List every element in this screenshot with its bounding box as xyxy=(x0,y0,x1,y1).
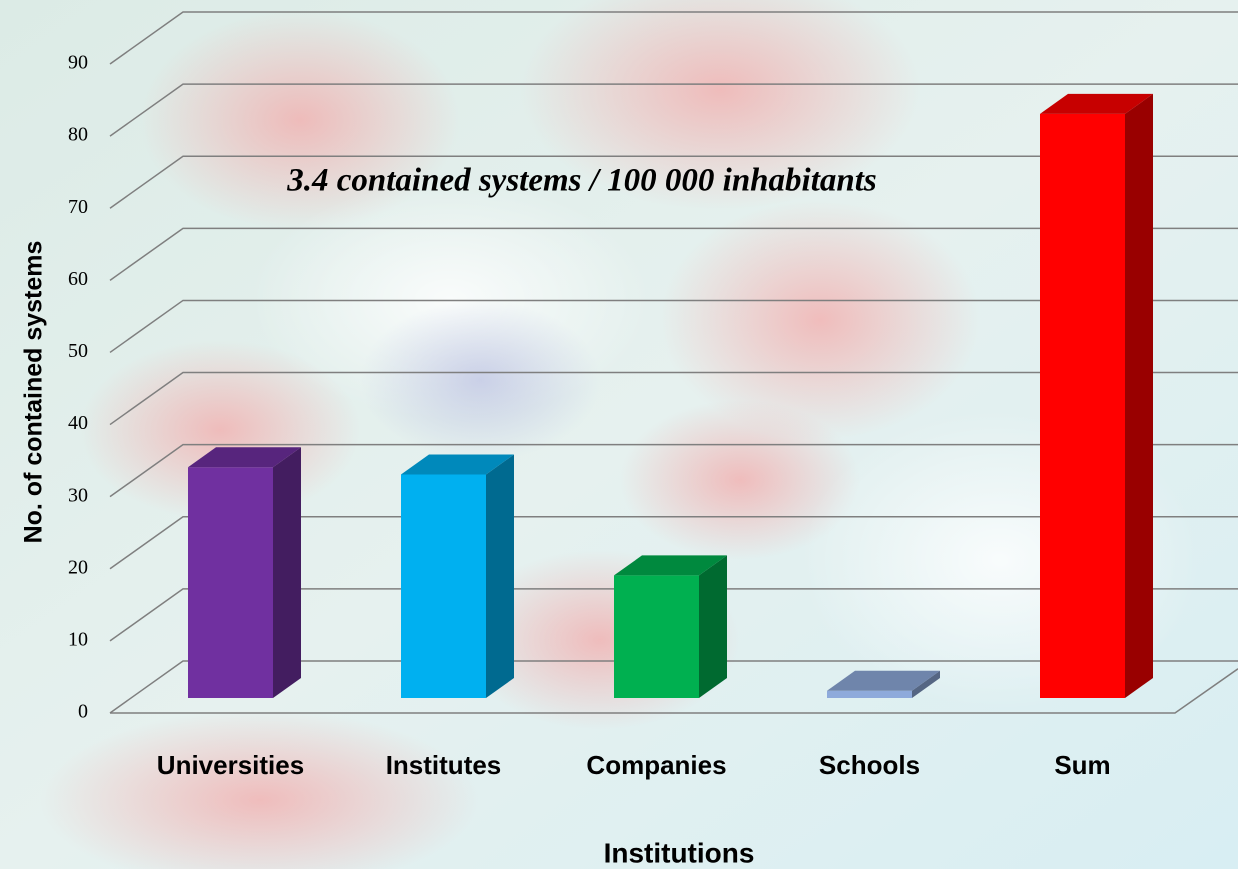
annotation: 3.4 contained systems / 100 000 inhabita… xyxy=(286,163,877,199)
bar-side xyxy=(1125,94,1153,698)
y-tick-label: 80 xyxy=(68,124,88,146)
page: {"chart_data": {"type": "bar", "annotati… xyxy=(0,0,1238,869)
chart: 0 10 20 30 40 50 60 70 80 90 Universities Institute… xyxy=(0,0,1238,869)
y-tick-label: 10 xyxy=(68,628,88,650)
bar-front xyxy=(827,691,912,698)
y-tick-label: 20 xyxy=(68,556,88,578)
x-tick-label: Schools xyxy=(819,750,920,780)
y-tick-label: 30 xyxy=(68,484,88,506)
bar-front xyxy=(1040,114,1125,698)
y-tick-label: 0 xyxy=(78,701,88,723)
bar-front xyxy=(188,467,273,698)
x-tick-label: Sum xyxy=(1054,750,1110,780)
bar-side xyxy=(699,555,727,698)
y-tick-label: 70 xyxy=(68,196,88,218)
bar-side xyxy=(486,454,514,698)
bar-front xyxy=(614,575,699,698)
y-tick-label: 50 xyxy=(68,340,88,362)
x-tick-label: Universities xyxy=(157,750,304,780)
y-tick-label: 60 xyxy=(68,268,88,290)
y-tick-label: 90 xyxy=(68,52,88,74)
x-axis-title: Institutions xyxy=(604,837,755,868)
bar-front xyxy=(401,474,486,698)
bar-side xyxy=(273,447,301,698)
x-tick-label: Institutes xyxy=(386,750,502,780)
y-axis-title: No. of contained systems xyxy=(20,241,48,544)
y-tick-label: 40 xyxy=(68,412,88,434)
x-tick-label: Companies xyxy=(586,750,726,780)
